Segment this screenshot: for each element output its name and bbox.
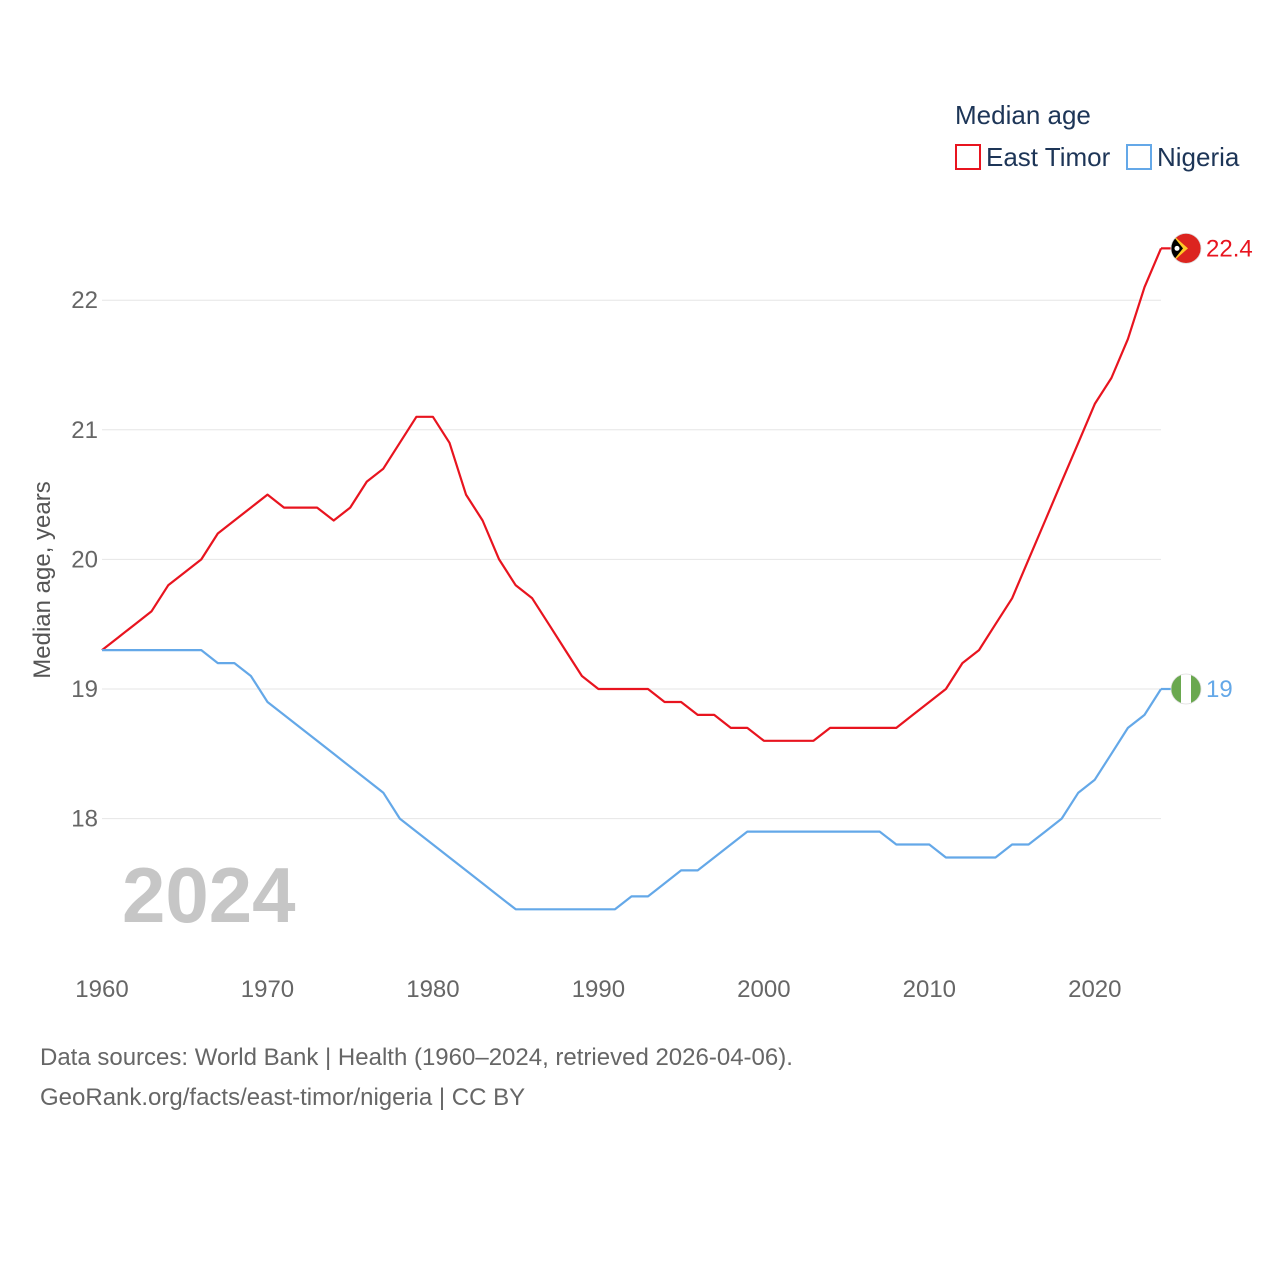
legend-item-east-timor[interactable]: East Timor xyxy=(955,142,1111,172)
legend-title: Median age xyxy=(955,100,1091,130)
legend-swatch-nigeria xyxy=(1126,144,1152,170)
legend-swatch-east-timor xyxy=(955,144,981,170)
x-tick-label-2000: 2000 xyxy=(737,976,790,1003)
y-axis-title: Median age, years xyxy=(29,481,56,678)
x-tick-label-1960: 1960 xyxy=(75,976,128,1003)
end-markers: 22.4 19 xyxy=(1161,232,1253,705)
y-tick-label-19: 19 xyxy=(71,676,98,703)
x-tick-label-1970: 1970 xyxy=(241,976,294,1003)
legend: Median age East Timor Nigeria xyxy=(955,100,1240,172)
y-axis: 18 19 20 21 22 xyxy=(71,287,98,832)
gridlines xyxy=(102,299,1161,820)
y-tick-label-18: 18 xyxy=(71,806,98,833)
x-tick-label-2010: 2010 xyxy=(903,976,956,1003)
series-line-east-timor xyxy=(101,247,1163,742)
x-tick-label-1990: 1990 xyxy=(572,976,625,1003)
x-tick-label-1980: 1980 xyxy=(406,976,459,1003)
series-line-nigeria xyxy=(102,648,1162,911)
legend-label-nigeria: Nigeria xyxy=(1157,142,1240,172)
end-value-label-nigeria: 19 xyxy=(1206,676,1233,703)
x-axis: 1960 1970 1980 1990 2000 2010 2020 xyxy=(75,976,1121,1003)
legend-label-east-timor: East Timor xyxy=(986,142,1111,172)
east-timor-flag-icon xyxy=(1161,232,1202,264)
y-tick-label-21: 21 xyxy=(71,417,98,444)
footer-sources: Data sources: World Bank | Health (1960–… xyxy=(40,1044,793,1071)
series-lines xyxy=(101,247,1163,911)
footer-credit[interactable]: GeoRank.org/facts/east-timor/nigeria | C… xyxy=(40,1084,526,1111)
legend-item-nigeria[interactable]: Nigeria xyxy=(1126,142,1240,172)
x-tick-label-2020: 2020 xyxy=(1068,976,1121,1003)
end-value-label-east-timor: 22.4 xyxy=(1206,235,1253,262)
year-watermark: 2024 xyxy=(122,851,296,939)
y-tick-label-22: 22 xyxy=(71,287,98,314)
nigeria-flag-icon xyxy=(1161,673,1202,705)
y-tick-label-20: 20 xyxy=(71,546,98,573)
